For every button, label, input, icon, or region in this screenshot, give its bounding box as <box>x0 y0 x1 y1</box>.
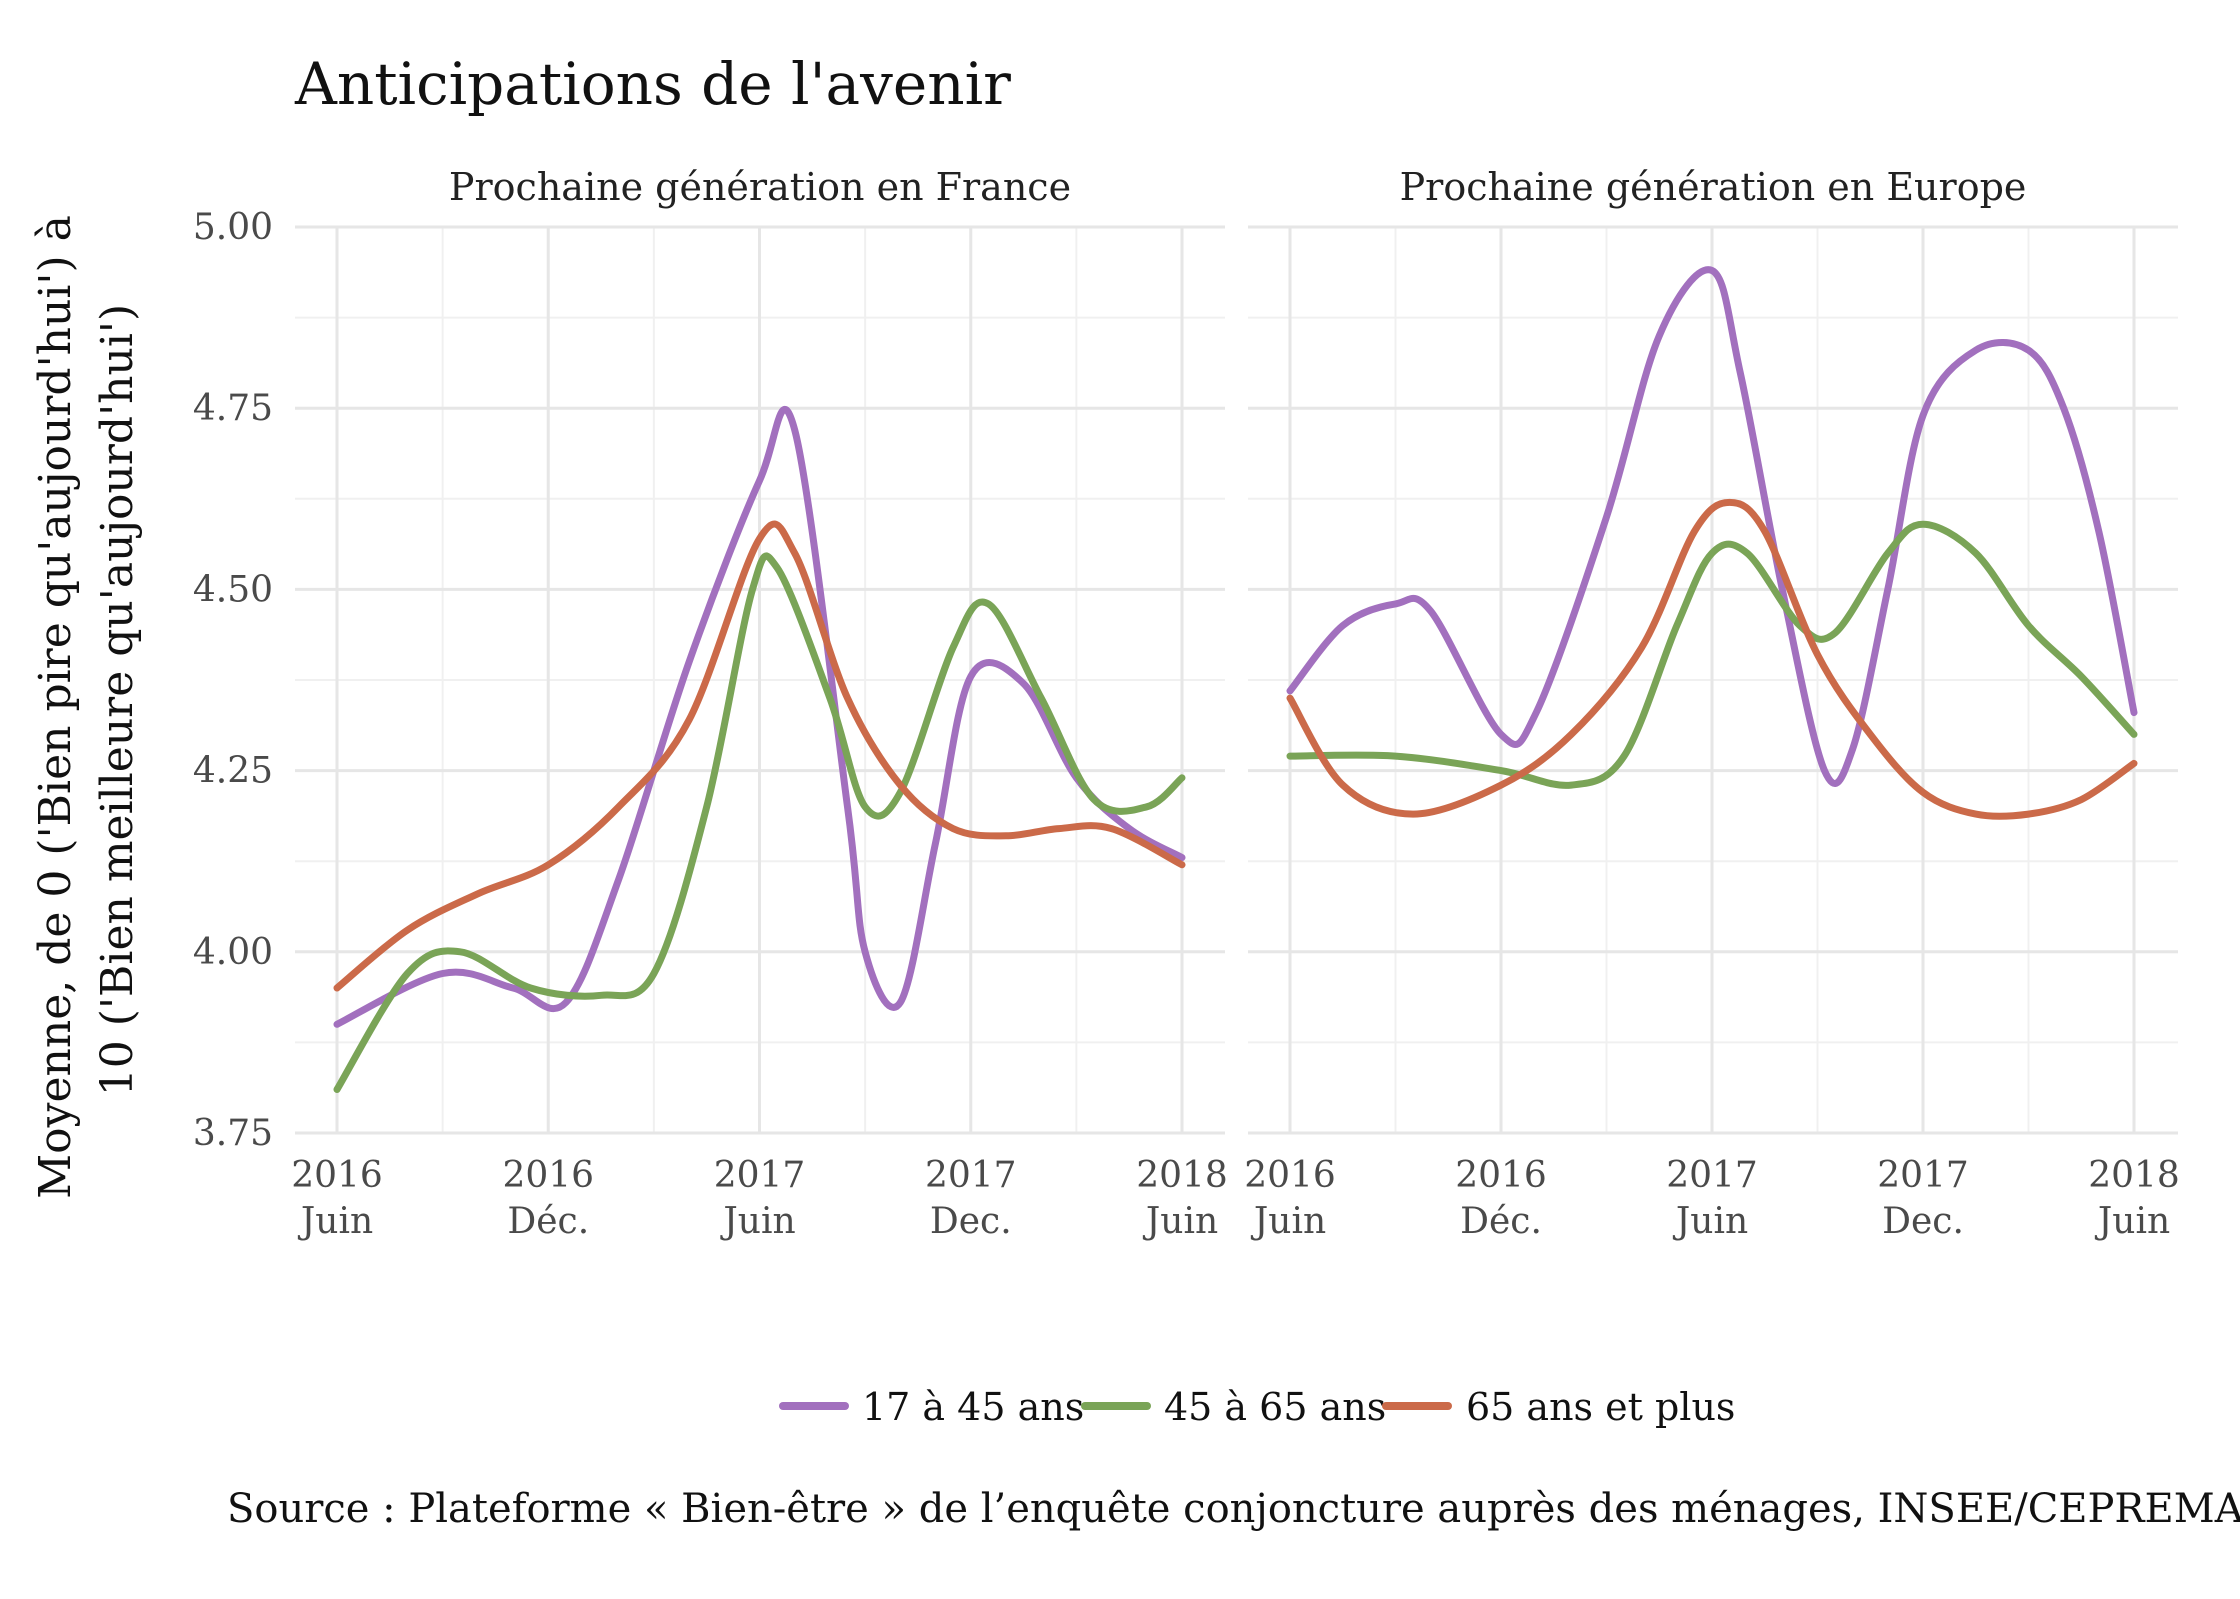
x-tick-period: Dec. <box>930 1201 1012 1242</box>
x-tick-year: 2017 <box>1666 1155 1758 1196</box>
legend-label: 17 à 45 ans <box>862 1385 1084 1429</box>
facet-title: Prochaine génération en Europe <box>1400 165 2027 209</box>
x-tick-period: Déc. <box>507 1201 589 1242</box>
legend-item: 45 à 65 ans <box>1081 1385 1386 1429</box>
x-tick-period: Juin <box>1672 1201 1748 1242</box>
series-line-17-45-ans <box>1286 266 2138 788</box>
panel-europe: Prochaine génération en Europe 2016 Juin 20… <box>1244 165 2180 1242</box>
source-caption: Source : Plateforme « Bien-être » de l’e… <box>227 1486 2240 1532</box>
x-tick-year: 2017 <box>925 1155 1017 1196</box>
x-tick-year: 2017 <box>714 1155 806 1196</box>
legend: 17 à 45 ans 45 à 65 ans 65 ans et plus <box>779 1385 1735 1429</box>
x-tick-period: Déc. <box>1460 1201 1542 1242</box>
series-line-45-65-ans <box>333 552 1186 1093</box>
y-tick-label: 4.00 <box>193 932 273 973</box>
legend-item: 65 ans et plus <box>1382 1385 1735 1429</box>
legend-label: 65 ans et plus <box>1466 1385 1735 1429</box>
x-tick-period: Dec. <box>1882 1201 1964 1242</box>
series-line-65-ans-et-plus <box>1286 498 2138 820</box>
series-line-65-ans-et-plus <box>333 520 1186 992</box>
x-tick-period: Juin <box>2094 1201 2170 1242</box>
y-tick-label: 4.75 <box>193 388 273 429</box>
chart-title: Anticipations de l'avenir <box>294 50 1011 118</box>
x-tick-period: Juin <box>719 1201 795 1242</box>
x-tick-period: Juin <box>1250 1201 1326 1242</box>
y-tick-label: 3.75 <box>193 1113 273 1154</box>
y-tick-label: 5.00 <box>193 207 273 248</box>
y-axis-label-line-1: Moyenne, de 0 ('Bien pire qu'aujourd'hui… <box>30 215 81 1199</box>
y-axis-label-line-2: 10 ('Bien meilleure qu'aujourd'hui') <box>92 304 143 1096</box>
y-tick-label: 4.25 <box>193 751 273 792</box>
panel-france: Prochaine génération en France 3.75 4.00 4.… <box>193 165 1228 1242</box>
x-tick-year: 2017 <box>1877 1155 1969 1196</box>
x-tick-period: Juin <box>1142 1201 1218 1242</box>
x-tick-year: 2016 <box>1455 1155 1547 1196</box>
legend-item: 17 à 45 ans <box>779 1385 1084 1429</box>
x-tick-year: 2018 <box>2088 1155 2180 1196</box>
x-tick-year: 2016 <box>1244 1155 1336 1196</box>
y-axis-label: Moyenne, de 0 ('Bien pire qu'aujourd'hui… <box>30 201 143 1199</box>
y-tick-label: 4.50 <box>193 569 273 610</box>
legend-label: 45 à 65 ans <box>1164 1385 1386 1429</box>
facet-title: Prochaine génération en France <box>449 165 1071 209</box>
x-tick-year: 2016 <box>291 1155 383 1196</box>
x-tick-year: 2018 <box>1136 1155 1228 1196</box>
facet-panels: Prochaine génération en France 3.75 4.00 4.… <box>193 165 2180 1242</box>
x-tick-period: Juin <box>297 1201 373 1242</box>
x-tick-year: 2016 <box>502 1155 594 1196</box>
